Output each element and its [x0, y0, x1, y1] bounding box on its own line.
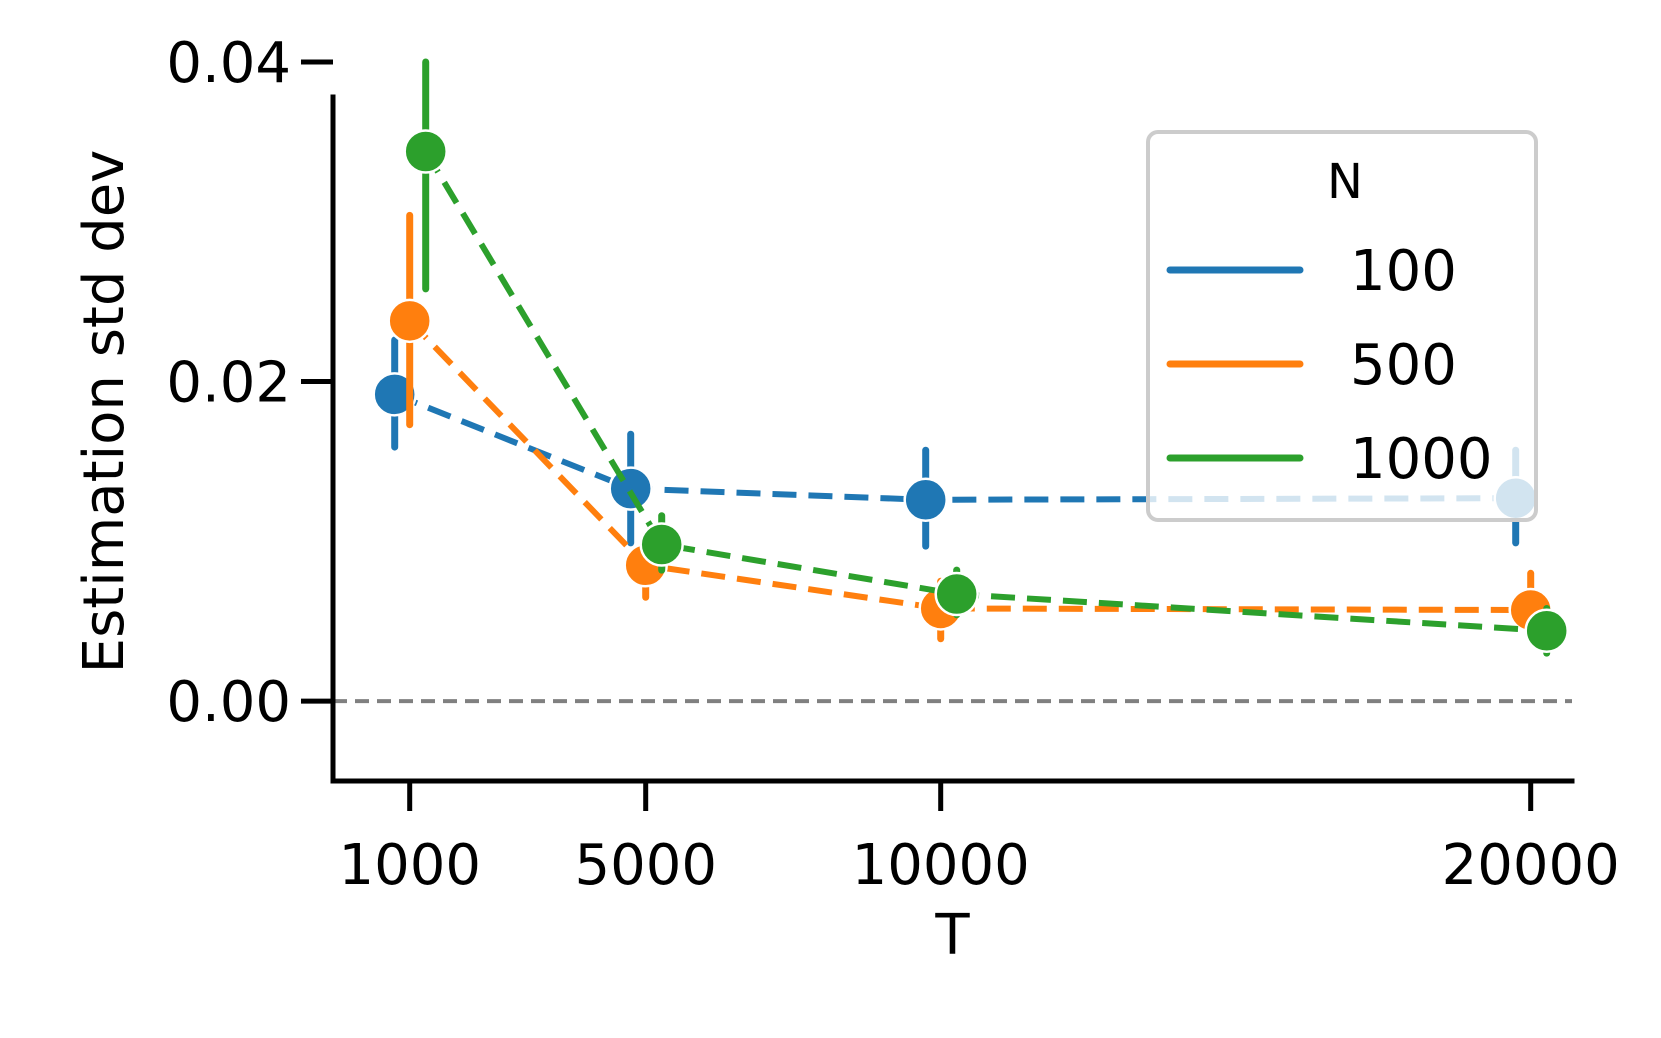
legend-title: N	[1327, 154, 1363, 210]
data-point	[639, 522, 684, 567]
x-tick-label: 5000	[574, 833, 717, 898]
series-line	[423, 149, 1547, 634]
axes: 0.00 0.02 0.04 1000 5000 10000 20000	[166, 31, 1619, 898]
legend: N 100 500 1000	[1146, 130, 1538, 522]
series-line	[407, 318, 1531, 614]
series-1000	[403, 58, 1569, 657]
legend-label-1000: 1000	[1350, 427, 1493, 492]
x-tick-label: 20000	[1442, 833, 1620, 898]
legend-frame	[1146, 130, 1538, 522]
data-point	[403, 129, 448, 174]
legend-label-100: 100	[1350, 239, 1457, 304]
legend-label-500: 500	[1350, 333, 1457, 398]
data-point	[372, 372, 417, 417]
y-tick-label: 0.04	[166, 31, 291, 96]
y-tick-label: 0.00	[166, 670, 291, 735]
x-tick-label: 10000	[852, 833, 1030, 898]
data-point	[387, 298, 432, 344]
data-point	[934, 571, 979, 617]
x-tick-label: 1000	[338, 833, 481, 898]
y-axis-label: Estimation std dev	[72, 150, 137, 674]
x-axis-label: T	[934, 903, 970, 968]
y-tick-label: 0.02	[166, 351, 291, 416]
data-point	[1524, 608, 1569, 654]
data-point	[903, 477, 948, 523]
